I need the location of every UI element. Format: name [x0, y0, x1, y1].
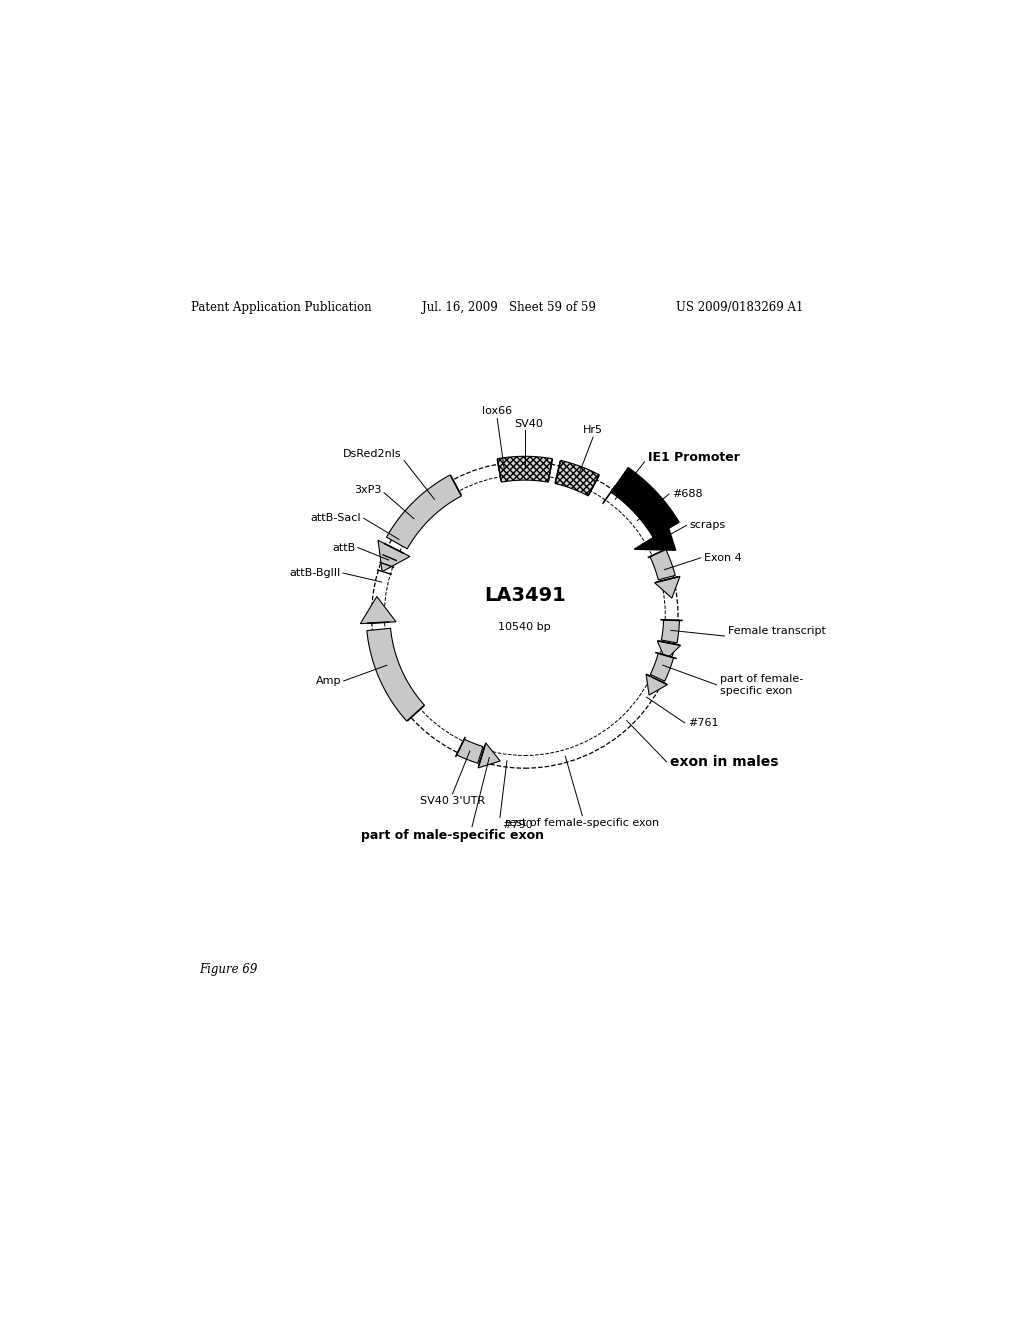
Text: rest of female-specific exon: rest of female-specific exon [505, 818, 659, 828]
Text: DsRed2nls: DsRed2nls [343, 449, 401, 459]
Text: LA3491: LA3491 [484, 586, 565, 605]
Polygon shape [646, 675, 668, 696]
Text: SV40 3'UTR: SV40 3'UTR [420, 796, 485, 807]
Text: Exon 4: Exon 4 [703, 553, 741, 562]
Polygon shape [386, 475, 462, 549]
Text: SV40: SV40 [514, 418, 543, 429]
Text: US 2009/0183269 A1: US 2009/0183269 A1 [676, 301, 803, 314]
Text: Amp: Amp [315, 676, 341, 686]
Text: #761: #761 [688, 718, 719, 727]
Polygon shape [367, 628, 425, 721]
Text: scraps: scraps [690, 520, 726, 531]
Polygon shape [611, 467, 679, 537]
Polygon shape [654, 577, 680, 598]
Text: #790: #790 [503, 820, 532, 830]
Polygon shape [378, 540, 410, 572]
Text: 3xP3: 3xP3 [354, 486, 382, 495]
Text: exon in males: exon in males [670, 755, 778, 768]
Text: IE1 Promoter: IE1 Promoter [647, 450, 739, 463]
Polygon shape [360, 597, 396, 623]
Text: part of female-
specific exon: part of female- specific exon [720, 675, 803, 696]
Polygon shape [457, 739, 483, 763]
Text: Female transcript: Female transcript [728, 626, 825, 636]
Text: Figure 69: Figure 69 [200, 964, 258, 977]
Text: 10540 bp: 10540 bp [499, 622, 551, 632]
Text: Hr5: Hr5 [583, 425, 603, 434]
Text: attB: attB [332, 543, 355, 553]
Polygon shape [650, 653, 674, 681]
Text: attB-SacI: attB-SacI [310, 513, 361, 523]
Text: Patent Application Publication: Patent Application Publication [191, 301, 372, 314]
Polygon shape [634, 528, 676, 550]
Polygon shape [498, 457, 552, 482]
Polygon shape [555, 461, 599, 496]
Polygon shape [657, 640, 681, 660]
Text: part of male-specific exon: part of male-specific exon [360, 829, 544, 842]
Polygon shape [478, 743, 501, 768]
Text: lox66: lox66 [482, 407, 512, 416]
Text: #688: #688 [672, 490, 702, 499]
Polygon shape [662, 620, 680, 643]
Text: Jul. 16, 2009   Sheet 59 of 59: Jul. 16, 2009 Sheet 59 of 59 [422, 301, 596, 314]
Text: attB-BglII: attB-BglII [290, 568, 341, 578]
Polygon shape [650, 549, 675, 579]
